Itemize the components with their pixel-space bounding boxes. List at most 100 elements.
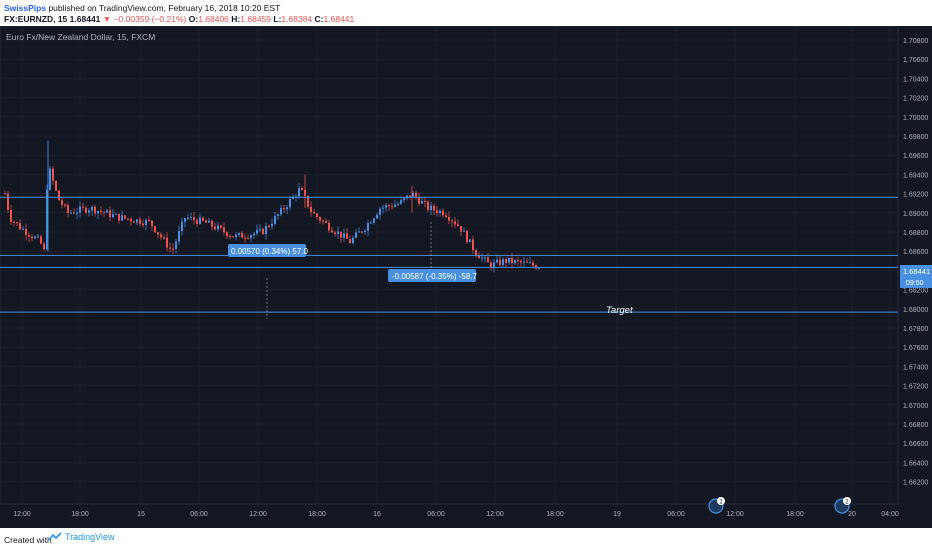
candle-body	[298, 188, 300, 197]
candle-body	[19, 223, 21, 230]
candle-body	[154, 226, 156, 233]
price-tick-label: 1.70800	[903, 38, 928, 45]
price-tick-label: 1.66800	[903, 422, 928, 429]
candle-body	[79, 206, 81, 213]
candle-body	[10, 209, 12, 222]
candle-body	[445, 215, 447, 217]
measure-badge-down[interactable]	[388, 269, 476, 282]
candle-body	[475, 250, 477, 256]
candle-body	[412, 192, 414, 197]
candle-body	[316, 213, 318, 218]
candle-body	[394, 204, 396, 207]
high-label: H:	[231, 14, 241, 24]
candle-body	[310, 206, 312, 212]
ohlc-line: FX:EURNZD, 15 1.68441 ▼ −0.00359 (−0.21%…	[4, 14, 354, 24]
candle-body	[478, 255, 480, 259]
price-tick-label: 1.67400	[903, 364, 928, 371]
time-tick-label: 20	[848, 511, 856, 518]
candle-body	[181, 221, 183, 231]
candle-body	[259, 228, 261, 230]
time-tick-label: 15	[137, 511, 145, 518]
symbol-label[interactable]: FX:EURNZD, 15	[4, 14, 68, 24]
event-count: 2	[719, 500, 723, 506]
price-tick-label: 1.69000	[903, 211, 928, 218]
price-tick-label: 1.70400	[903, 76, 928, 83]
open-label: O:	[188, 14, 199, 24]
candle-body	[496, 259, 498, 263]
time-tick-label: 16	[373, 511, 381, 518]
candle-body	[355, 232, 357, 238]
price-tick-label: 1.66200	[903, 480, 928, 487]
candle-body	[199, 217, 201, 224]
last-price-tag	[900, 265, 932, 277]
candle-body	[331, 230, 333, 233]
measure-badge-up[interactable]	[228, 244, 306, 257]
candle-body	[112, 214, 114, 218]
candle-body	[136, 219, 138, 223]
price-tick-label: 1.70000	[903, 115, 928, 122]
candle-body	[229, 236, 231, 238]
candle-body	[106, 210, 108, 213]
price-axis[interactable]: 1.66200 1.66400 1.66600 1.66800 1.67000 1.672…	[903, 38, 928, 487]
candle-body	[361, 231, 363, 233]
time-axis[interactable]: 12:00 18:00 15 06:00 12:00 18:00 16 06:00 12:00 1…	[0, 503, 899, 518]
candle-body	[214, 226, 216, 230]
time-tick-label: 19	[613, 511, 621, 518]
time-tick-label: 18:00	[786, 511, 804, 518]
candle-body	[517, 260, 519, 262]
candle-body	[424, 201, 426, 203]
candle-body	[193, 217, 195, 221]
candle-body	[223, 227, 225, 233]
time-tick-label: 04:00	[881, 511, 899, 518]
candle-body	[364, 230, 366, 233]
candle-body	[493, 262, 495, 269]
candle-body	[511, 257, 513, 264]
time-tick-label: 06:00	[667, 511, 685, 518]
time-tick-label: 18:00	[546, 511, 564, 518]
candle-body	[91, 206, 93, 211]
candle-body	[385, 205, 387, 208]
candle-body	[226, 232, 228, 237]
candle-body	[139, 219, 141, 224]
candle-body	[217, 225, 219, 230]
down-triangle-icon: ▼	[102, 14, 112, 24]
candle-body	[352, 237, 354, 244]
low-value: 1.68384	[281, 14, 313, 24]
candle-body	[271, 223, 273, 227]
time-tick-label: 06:00	[190, 511, 208, 518]
candle-body	[187, 217, 189, 219]
candle-body	[439, 210, 441, 214]
price-chart[interactable]: Euro Fx/New Zealand Dollar, 15, FXCM 0.0…	[0, 25, 932, 528]
event-badge-1[interactable]: 2	[708, 497, 725, 514]
candle-body	[178, 230, 180, 242]
price-tick-label: 1.68800	[903, 230, 928, 237]
candle-body	[520, 260, 522, 263]
candle-body	[376, 214, 378, 219]
candle-body	[220, 225, 222, 228]
candle-body	[346, 233, 348, 239]
price-change: −0.00359 (−0.21%)	[113, 14, 187, 24]
event-badge-2[interactable]: 2	[834, 497, 851, 514]
candle-body	[61, 200, 63, 205]
price-tick-label: 1.68200	[903, 288, 928, 295]
candle-body	[373, 218, 375, 223]
candle-body	[124, 215, 126, 219]
candle-body	[244, 237, 246, 239]
event-count: 2	[845, 500, 849, 506]
chart-area[interactable]: Euro Fx/New Zealand Dollar, 15, FXCM 0.0…	[0, 25, 932, 528]
candle-body	[442, 210, 444, 216]
event-count-bubble	[843, 497, 851, 505]
high-value: 1.68459	[240, 14, 272, 24]
candle-body	[481, 257, 483, 259]
candle-body	[250, 235, 252, 239]
candle-body	[268, 226, 270, 228]
candle-body	[43, 243, 45, 250]
candle-body	[280, 208, 282, 215]
candle-body	[70, 212, 72, 214]
price-tick-label: 1.67800	[903, 326, 928, 333]
countdown-tag-text: 09:50	[906, 280, 924, 287]
author-link[interactable]: SwissPips	[4, 3, 47, 13]
price-tick-label: 1.67600	[903, 345, 928, 352]
tradingview-brand[interactable]: TradingView	[48, 532, 115, 542]
candle-body	[175, 241, 177, 249]
